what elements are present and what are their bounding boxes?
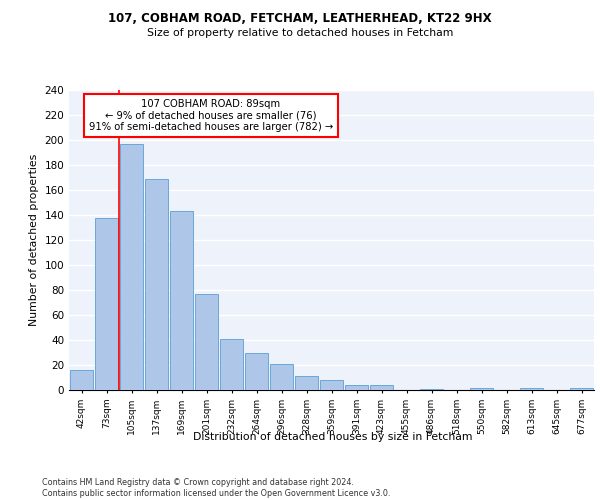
Bar — [570, 388, 593, 390]
Text: Distribution of detached houses by size in Fetcham: Distribution of detached houses by size … — [193, 432, 473, 442]
Bar — [95, 218, 118, 390]
Text: Contains HM Land Registry data © Crown copyright and database right 2024.
Contai: Contains HM Land Registry data © Crown c… — [42, 478, 391, 498]
Text: 107, COBHAM ROAD, FETCHAM, LEATHERHEAD, KT22 9HX: 107, COBHAM ROAD, FETCHAM, LEATHERHEAD, … — [108, 12, 492, 26]
Bar — [245, 352, 268, 390]
Bar — [145, 179, 168, 390]
Bar — [470, 388, 493, 390]
Bar — [220, 339, 243, 390]
Y-axis label: Number of detached properties: Number of detached properties — [29, 154, 39, 326]
Bar — [70, 370, 93, 390]
Bar — [120, 144, 143, 390]
Bar — [370, 385, 393, 390]
Bar — [270, 364, 293, 390]
Bar — [420, 389, 443, 390]
Bar — [345, 385, 368, 390]
Bar — [295, 376, 318, 390]
Text: Size of property relative to detached houses in Fetcham: Size of property relative to detached ho… — [147, 28, 453, 38]
Text: 107 COBHAM ROAD: 89sqm
← 9% of detached houses are smaller (76)
91% of semi-deta: 107 COBHAM ROAD: 89sqm ← 9% of detached … — [89, 99, 333, 132]
Bar — [320, 380, 343, 390]
Bar — [170, 211, 193, 390]
Bar — [520, 388, 543, 390]
Bar — [195, 294, 218, 390]
